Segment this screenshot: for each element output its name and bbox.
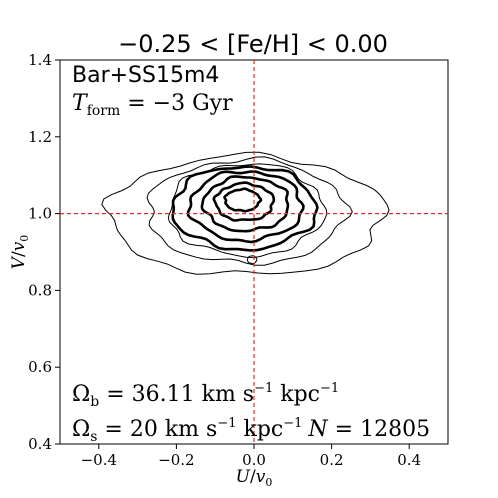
contour-line — [200, 175, 290, 233]
contour-line — [171, 165, 319, 252]
x-tick-label: −0.4 — [81, 451, 117, 469]
contour-line — [223, 187, 263, 213]
model-label: Bar+SS15m4 — [72, 63, 219, 88]
x-tick-label: 0.2 — [320, 451, 344, 469]
tform-label: Tform = −3 Gyr — [72, 91, 233, 119]
y-tick-label: 1.2 — [28, 128, 52, 146]
y-tick-label: 0.8 — [28, 281, 52, 299]
y-axis-label: V/v0 — [9, 235, 31, 270]
y-tick-label: 1.4 — [28, 51, 52, 69]
contour-line — [146, 156, 353, 266]
omega-b-label: Ωb = 36.11 km s−1 kpc−1 — [72, 381, 339, 410]
x-tick-label: −0.2 — [158, 451, 194, 469]
y-tick-label: 1.0 — [28, 205, 52, 223]
y-tick-label: 0.6 — [28, 358, 52, 376]
contour-line — [167, 163, 328, 259]
contour-line — [246, 255, 258, 265]
x-tick-label: 0.0 — [242, 451, 266, 469]
contour-group — [101, 151, 390, 275]
contour-line — [186, 170, 305, 244]
x-axis-ticks: −0.4 −0.2 0.0 0.2 0.4 — [81, 444, 421, 469]
contour-line — [212, 181, 276, 222]
chart-title: −0.25 < [Fe/H] < 0.00 — [118, 30, 388, 58]
y-axis-ticks: 0.4 0.6 0.8 1.0 1.2 1.4 — [28, 51, 60, 453]
x-axis-label: U/v0 — [236, 467, 273, 489]
omega-s-label: Ωs = 20 km s−1 kpc−1 N = 12805 — [72, 416, 430, 445]
contour-line — [101, 151, 390, 275]
x-tick-label: 0.4 — [397, 451, 421, 469]
y-tick-label: 0.4 — [28, 435, 52, 453]
